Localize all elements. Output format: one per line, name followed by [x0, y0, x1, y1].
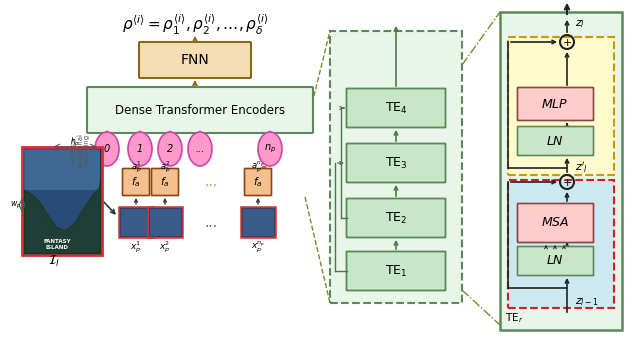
Bar — [330, 31, 462, 303]
Bar — [242, 208, 274, 236]
Text: $x_p^2$: $x_p^2$ — [159, 239, 171, 255]
Text: $\mathcal{I}_l$: $\mathcal{I}_l$ — [48, 254, 60, 268]
FancyBboxPatch shape — [346, 89, 445, 128]
FancyBboxPatch shape — [122, 168, 150, 196]
Text: $f_a$: $f_a$ — [253, 175, 263, 189]
Text: $a_p^{n_p}$: $a_p^{n_p}$ — [251, 160, 265, 174]
Bar — [22, 147, 102, 255]
Ellipse shape — [128, 132, 152, 166]
Text: <class>
positional
encoding: <class> positional encoding — [70, 133, 90, 167]
Text: $z'_l$: $z'_l$ — [575, 161, 588, 175]
Text: $\rho^{\langle i \rangle} = \rho_1^{\langle i \rangle}, \rho_2^{\langle i \rangl: $\rho^{\langle i \rangle} = \rho_1^{\lan… — [122, 13, 268, 37]
Text: $n_p$: $n_p$ — [264, 143, 276, 155]
FancyBboxPatch shape — [518, 88, 593, 120]
Text: TE$_1$: TE$_1$ — [385, 264, 407, 278]
Text: $a_p^2$: $a_p^2$ — [159, 159, 170, 175]
Text: $z_l$: $z_l$ — [575, 18, 585, 30]
Text: 0: 0 — [104, 144, 110, 154]
FancyBboxPatch shape — [518, 127, 593, 156]
Text: TE$_4$: TE$_4$ — [385, 100, 407, 116]
Text: $x_p^1$: $x_p^1$ — [131, 239, 141, 255]
Text: $z_{l-1}$: $z_{l-1}$ — [575, 296, 599, 308]
Bar — [120, 208, 152, 236]
Bar — [241, 207, 275, 237]
Ellipse shape — [258, 132, 282, 166]
Text: $MLP$: $MLP$ — [541, 98, 568, 110]
FancyBboxPatch shape — [518, 204, 593, 243]
Text: Dense Transformer Encoders: Dense Transformer Encoders — [115, 104, 285, 117]
Text: $a_p^1$: $a_p^1$ — [131, 159, 141, 175]
Bar — [148, 207, 182, 237]
Text: $+$: $+$ — [562, 37, 572, 48]
Text: $w_p$: $w_p$ — [10, 199, 22, 210]
Bar — [330, 31, 462, 303]
FancyBboxPatch shape — [244, 168, 271, 196]
FancyBboxPatch shape — [346, 198, 445, 237]
Bar — [24, 149, 100, 253]
Bar — [24, 149, 100, 190]
Text: ...: ... — [195, 144, 205, 154]
Text: 1: 1 — [137, 144, 143, 154]
Text: $+$: $+$ — [562, 177, 572, 187]
FancyBboxPatch shape — [139, 42, 251, 78]
Text: TE$_r$: TE$_r$ — [505, 311, 524, 325]
FancyBboxPatch shape — [87, 87, 313, 133]
Bar — [508, 180, 614, 308]
FancyBboxPatch shape — [152, 168, 179, 196]
Bar — [508, 37, 614, 175]
Text: TE$_3$: TE$_3$ — [385, 156, 407, 170]
Text: $MSA$: $MSA$ — [541, 217, 569, 229]
Text: $LN$: $LN$ — [546, 255, 564, 267]
Text: $f_a$: $f_a$ — [160, 175, 170, 189]
Ellipse shape — [188, 132, 212, 166]
Bar — [149, 208, 181, 236]
Ellipse shape — [95, 132, 119, 166]
Text: 2: 2 — [167, 144, 173, 154]
FancyBboxPatch shape — [518, 246, 593, 276]
Text: $x_p^{n_p}$: $x_p^{n_p}$ — [251, 240, 265, 254]
Text: FANTASY
ISLAND: FANTASY ISLAND — [43, 239, 71, 250]
FancyBboxPatch shape — [346, 252, 445, 290]
Text: ...: ... — [204, 216, 218, 230]
Text: $LN$: $LN$ — [546, 135, 564, 148]
Text: $h_p$: $h_p$ — [70, 136, 80, 149]
Text: ...: ... — [204, 175, 218, 189]
Bar — [500, 12, 622, 330]
FancyBboxPatch shape — [346, 144, 445, 183]
Text: FNN: FNN — [180, 53, 209, 67]
Text: TE$_2$: TE$_2$ — [385, 210, 407, 226]
Text: $f_a$: $f_a$ — [131, 175, 141, 189]
Bar — [119, 207, 153, 237]
Ellipse shape — [158, 132, 182, 166]
